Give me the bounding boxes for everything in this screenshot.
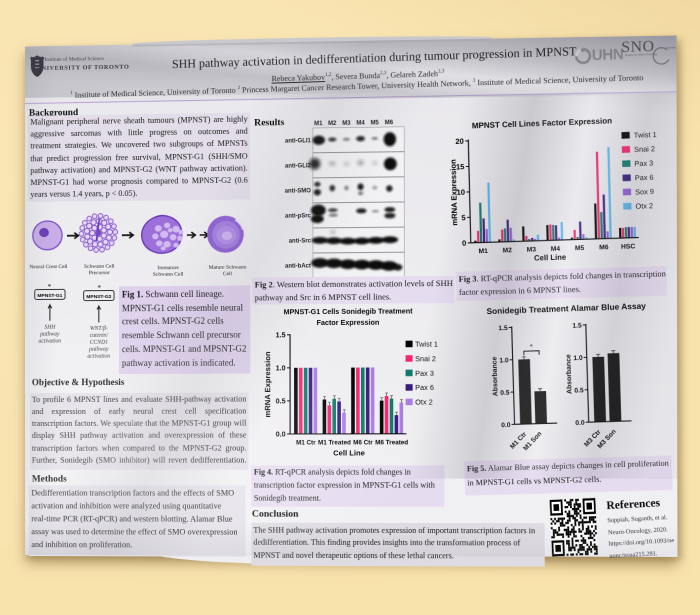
svg-text:Pax 6: Pax 6 [415, 384, 434, 392]
svg-text:anti-GLI1: anti-GLI1 [285, 138, 312, 144]
svg-text:M3: M3 [342, 121, 351, 127]
svg-text:M2: M2 [503, 247, 513, 255]
svg-text:1.0: 1.0 [573, 355, 583, 363]
svg-text:anti-bAct: anti-bAct [285, 264, 311, 270]
svg-text:1.5: 1.5 [572, 322, 582, 330]
svg-text:20: 20 [455, 137, 464, 147]
svg-text:CCND1: CCND1 [90, 340, 108, 346]
svg-text:Twist 1: Twist 1 [415, 340, 438, 348]
svg-text:0.0: 0.0 [276, 431, 286, 438]
svg-text:M2: M2 [328, 121, 337, 127]
svg-text:SHH: SHH [44, 325, 56, 331]
svg-text:pathway: pathway [88, 347, 109, 353]
svg-text:pathway: pathway [39, 332, 60, 338]
svg-text:Absorbance: Absorbance [491, 356, 499, 396]
svg-text:Schwann Cell: Schwann Cell [84, 264, 115, 270]
svg-text:Immature: Immature [157, 265, 179, 271]
svg-text:M6: M6 [599, 244, 609, 252]
svg-text:0.0: 0.0 [575, 420, 585, 428]
svg-text:1.5: 1.5 [276, 332, 286, 339]
svg-text:Mature Schwann: Mature Schwann [209, 264, 247, 270]
svg-text:activation: activation [39, 338, 62, 344]
svg-text:MPNST-G1: MPNST-G1 [37, 293, 62, 299]
svg-text:5: 5 [461, 213, 465, 222]
svg-text:Pax 6: Pax 6 [635, 175, 654, 183]
svg-text:Sox 9: Sox 9 [635, 189, 654, 197]
svg-text:Cell Line: Cell Line [534, 252, 566, 262]
svg-text:M5: M5 [371, 120, 380, 126]
svg-text:0.0: 0.0 [501, 422, 511, 429]
svg-text:M4: M4 [356, 120, 365, 126]
svg-text:Cell: Cell [223, 271, 233, 277]
svg-text:mRNA Expression: mRNA Expression [263, 351, 272, 418]
svg-text:M1 Ctr: M1 Ctr [296, 439, 316, 446]
svg-text:anti-GLI2: anti-GLI2 [285, 163, 312, 169]
svg-text:Precursor: Precursor [89, 270, 110, 276]
svg-text:1.0: 1.0 [276, 365, 286, 372]
svg-text:0.5: 0.5 [500, 389, 510, 397]
svg-text:Schwann Cell: Schwann Cell [153, 271, 184, 277]
svg-text:10: 10 [456, 187, 465, 197]
svg-text:Snai 2: Snai 2 [634, 146, 655, 154]
svg-text:0.5: 0.5 [574, 387, 584, 395]
svg-text:MPNST-G2: MPNST-G2 [86, 294, 111, 300]
svg-text:1.5: 1.5 [498, 325, 508, 333]
svg-text:0: 0 [462, 238, 466, 247]
svg-text:M3: M3 [527, 246, 537, 254]
svg-text:*: * [97, 283, 101, 292]
svg-text:Pax 3: Pax 3 [634, 160, 653, 168]
svg-text:1.0: 1.0 [499, 357, 509, 365]
svg-text:activation: activation [87, 354, 110, 360]
svg-text:Absorbance: Absorbance [565, 354, 573, 394]
svg-text:anti-pSrc: anti-pSrc [285, 213, 312, 219]
svg-text:M1 Treated: M1 Treated [318, 439, 351, 446]
svg-text:M4: M4 [551, 245, 561, 253]
svg-text:M6 Treated: M6 Treated [375, 439, 408, 446]
svg-text:Cell Line: Cell Line [333, 448, 365, 457]
svg-text:M1: M1 [314, 121, 323, 127]
svg-text:Otx 2: Otx 2 [415, 398, 433, 406]
svg-text:Otx 2: Otx 2 [635, 203, 653, 211]
svg-text:Sonidegib Treatment Alamar Blu: Sonidegib Treatment Alamar Blue Assay [486, 301, 646, 316]
svg-text:M6: M6 [385, 120, 394, 126]
svg-text:Twist 1: Twist 1 [634, 132, 657, 140]
svg-text:catenin/: catenin/ [90, 333, 110, 339]
svg-text:anti-Src: anti-Src [289, 238, 312, 244]
svg-text:0.5: 0.5 [276, 398, 286, 405]
svg-text:anti-SMO: anti-SMO [285, 188, 312, 194]
svg-text:M1: M1 [478, 248, 488, 255]
svg-text:*: * [530, 344, 533, 351]
svg-text:WNT/β-: WNT/β- [90, 326, 108, 332]
svg-text:Snai 2: Snai 2 [415, 355, 436, 363]
svg-text:*: * [48, 282, 52, 291]
svg-text:M6 Ctr: M6 Ctr [353, 439, 373, 446]
svg-text:15: 15 [456, 162, 465, 172]
svg-text:M5: M5 [575, 245, 585, 253]
svg-text:HSC: HSC [621, 243, 636, 251]
svg-text:mRNA Expression: mRNA Expression [448, 159, 459, 226]
svg-text:Pax 3: Pax 3 [415, 369, 434, 377]
svg-text:Neural Crest Cell: Neural Crest Cell [29, 264, 68, 270]
